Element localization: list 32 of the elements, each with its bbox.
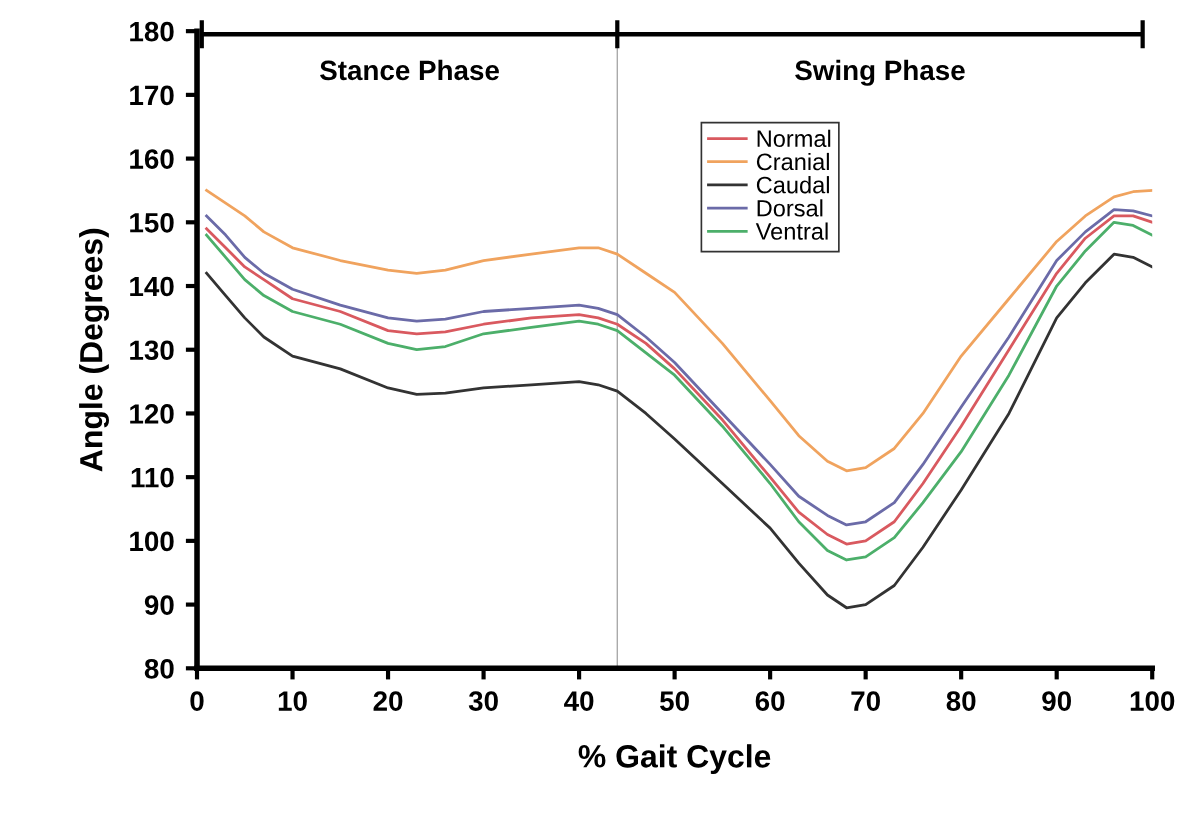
legend-label: Caudal (756, 176, 829, 194)
line-series (205, 252, 1153, 610)
y-tick-label: 130 (130, 340, 174, 361)
y-tick-label: 80 (144, 658, 174, 679)
y-tick-label: 180 (130, 21, 174, 42)
y-tick-label: 90 (144, 595, 174, 615)
legend-label: Cranial (756, 152, 829, 171)
x-tick-label: 0 (190, 691, 204, 711)
annotation: Swing Phase (795, 59, 965, 86)
x-axis-title: % Gait Cycle (578, 744, 771, 774)
annotation: Stance Phase (320, 59, 499, 81)
y-tick-label: 100 (130, 531, 174, 552)
x-tick-label: 90 (1042, 691, 1071, 711)
legend-label: Ventral (755, 222, 828, 240)
x-tick-label: 60 (755, 691, 785, 711)
x-tick-label: 50 (660, 691, 689, 711)
y-tick-label: 110 (131, 467, 174, 488)
x-tick-label: 10 (278, 691, 307, 711)
x-tick-label: 100 (1130, 691, 1175, 711)
y-axis-title: Angle (Degrees) (79, 228, 109, 472)
y-tick-label: 160 (130, 149, 174, 169)
x-tick-label: 40 (564, 691, 594, 711)
x-tick-label: 80 (946, 691, 976, 711)
x-tick-label: 20 (373, 691, 403, 711)
y-tick-label: 170 (130, 85, 174, 106)
y-tick-label: 120 (130, 404, 174, 424)
legend-label: Dorsal (757, 199, 823, 217)
x-tick-label: 70 (851, 691, 880, 711)
y-tick-label: 140 (130, 276, 174, 297)
legend-label: Normal (757, 129, 831, 148)
x-tick-label: 30 (468, 691, 498, 711)
y-tick-label: 150 (130, 212, 174, 233)
